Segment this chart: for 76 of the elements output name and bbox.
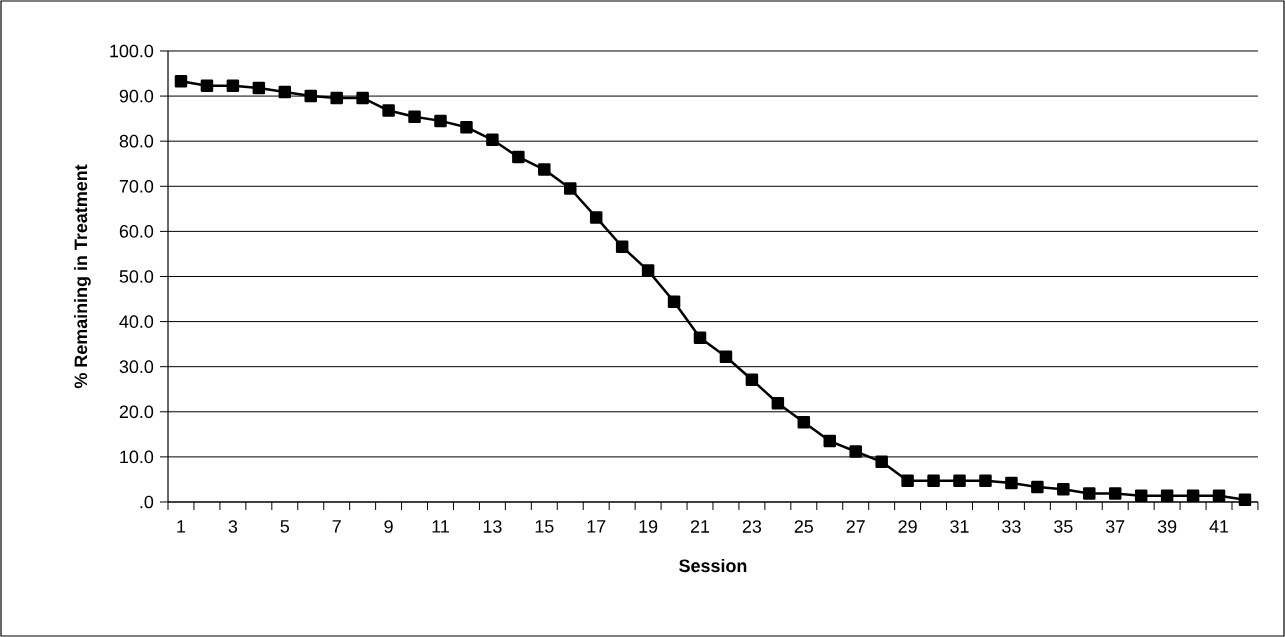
point — [460, 120, 473, 134]
point — [823, 434, 837, 448]
point — [901, 474, 914, 488]
x-tick-label: 15 — [535, 520, 554, 533]
x-tick-label: 3 — [228, 520, 238, 533]
point — [1212, 489, 1226, 502]
point — [252, 81, 266, 95]
x-tick-label: 39 — [1157, 520, 1177, 533]
point — [1057, 483, 1070, 496]
point — [512, 150, 525, 164]
point — [1005, 476, 1018, 490]
y-tick-label: 30.0 — [119, 360, 154, 374]
point — [719, 350, 733, 364]
x-tick-label: 7 — [332, 520, 341, 533]
x-tick-label: 41 — [1209, 520, 1229, 533]
x-tick-label: 27 — [846, 520, 865, 533]
point — [538, 163, 551, 176]
point — [745, 373, 759, 387]
point — [1186, 489, 1200, 502]
point — [771, 396, 785, 410]
x-tick-label: 19 — [639, 520, 658, 533]
point — [953, 474, 966, 488]
point — [927, 474, 940, 488]
y-tick-label: 40.0 — [119, 315, 154, 328]
x-tick-label: 25 — [794, 520, 814, 533]
point — [1108, 487, 1122, 500]
point — [1083, 487, 1096, 500]
x-tick-label: 13 — [483, 520, 502, 533]
point — [304, 89, 317, 103]
point — [278, 85, 292, 99]
point — [589, 211, 603, 224]
point — [875, 455, 888, 469]
x-tick-label: 9 — [384, 520, 393, 533]
x-tick-label: 29 — [898, 520, 917, 533]
y-axis-title: % Remaining in Treatment — [74, 164, 91, 389]
x-tick-label: 17 — [587, 520, 606, 533]
point — [564, 182, 577, 195]
y-tick-label: 20.0 — [119, 405, 154, 419]
y-tick-label: 50.0 — [119, 270, 154, 283]
y-tick-label: 10.0 — [120, 450, 154, 464]
point — [849, 445, 862, 458]
x-tick-label: 35 — [1054, 520, 1073, 533]
point — [667, 295, 681, 308]
y-tick-label: 60.0 — [119, 225, 154, 238]
point — [1160, 489, 1174, 502]
point — [434, 114, 447, 128]
point — [615, 240, 629, 253]
point — [797, 415, 811, 429]
point — [1238, 493, 1252, 506]
x-tick-label: 5 — [280, 520, 290, 533]
y-tick-label: 70.0 — [119, 179, 154, 193]
point — [979, 474, 992, 488]
point — [641, 264, 655, 277]
x-tick-label: 1 — [177, 520, 186, 533]
point — [200, 79, 214, 92]
point — [408, 110, 421, 124]
point — [1134, 489, 1148, 502]
point — [174, 74, 188, 88]
point — [226, 79, 240, 92]
x-tick-label: 11 — [432, 520, 449, 533]
point — [1031, 480, 1044, 494]
x-tick-label: 31 — [950, 520, 969, 533]
point — [486, 133, 499, 147]
point — [693, 331, 707, 345]
point — [356, 91, 369, 105]
x-tick-label: 33 — [1002, 520, 1021, 533]
point — [330, 91, 343, 105]
y-tick-label: 90.0 — [119, 89, 154, 103]
y-tick-label: 80.0 — [119, 134, 154, 148]
y-tick-label: 100.0 — [110, 44, 154, 58]
x-tick-label: 23 — [742, 520, 762, 533]
point — [382, 104, 395, 117]
y-tick-label: .0 — [140, 495, 154, 509]
x-tick-label: 21 — [690, 520, 710, 533]
x-axis-title: Session — [679, 559, 747, 573]
x-tick-label: 37 — [1105, 520, 1125, 533]
